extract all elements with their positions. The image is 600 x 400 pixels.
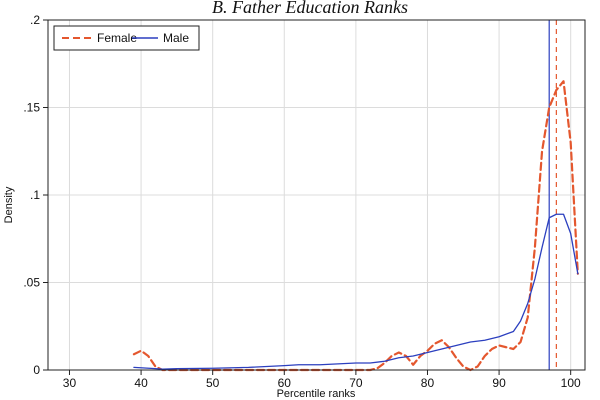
legend: Female Male bbox=[53, 25, 200, 51]
legend-label-female: Female bbox=[97, 31, 137, 45]
x-tick-label: 100 bbox=[561, 376, 581, 390]
x-axis: 30 40 50 60 70 80 90 100 bbox=[63, 370, 581, 390]
y-axis-label: Density bbox=[3, 186, 15, 223]
x-tick-label: 50 bbox=[206, 376, 220, 390]
x-axis-label: Percentile ranks bbox=[277, 388, 356, 400]
y-axis: 0 .05 .1 .15 .2 bbox=[23, 13, 48, 377]
grid bbox=[48, 19, 585, 371]
x-tick-label: 90 bbox=[492, 376, 506, 390]
chart-title: B. Father Education Ranks bbox=[212, 0, 408, 17]
x-tick-label: 80 bbox=[421, 376, 435, 390]
legend-label-male: Male bbox=[163, 31, 189, 45]
y-tick-label: .15 bbox=[23, 101, 40, 115]
x-tick-label: 30 bbox=[63, 376, 77, 390]
x-tick-label: 70 bbox=[349, 376, 363, 390]
series-line-male bbox=[133, 213, 579, 370]
y-tick-label: .05 bbox=[23, 276, 40, 290]
reference-lines bbox=[548, 20, 557, 370]
x-tick-label: 60 bbox=[278, 376, 292, 390]
y-tick-label: 0 bbox=[33, 363, 40, 377]
y-tick-label: .2 bbox=[30, 13, 40, 27]
x-tick-label: 40 bbox=[134, 376, 148, 390]
y-tick-label: .1 bbox=[30, 188, 40, 202]
